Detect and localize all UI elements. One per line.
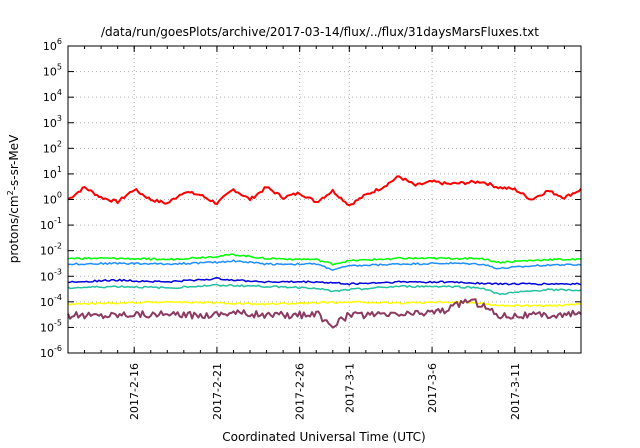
chart-title: /data/run/goesPlots/archive/2017-03-14/f… xyxy=(101,25,539,39)
y-tick-label: 10-3 xyxy=(40,267,62,283)
x-tick-label: 2017-3-6 xyxy=(426,363,439,413)
ticks xyxy=(67,45,582,354)
y-tick-labels: 10-6 10-5 10-4 10-3 10-2 10-1 100 101 102 103 104 1… xyxy=(40,37,62,360)
grid xyxy=(68,46,581,353)
series-line xyxy=(67,300,582,308)
x-tick-label: 2017-2-26 xyxy=(294,363,307,420)
y-tick-label: 10-4 xyxy=(40,293,62,309)
x-axis-label: Coordinated Universal Time (UTC) xyxy=(222,430,425,444)
series-line xyxy=(67,277,582,286)
series-line xyxy=(67,175,582,207)
series-line xyxy=(67,298,582,329)
y-tick-label: 10-1 xyxy=(40,216,62,232)
x-tick-label: 2017-2-21 xyxy=(211,363,224,420)
y-axis-label: protons/cm2-s-sr-MeV xyxy=(6,134,21,263)
y-tick-label: 101 xyxy=(43,165,62,181)
series-line xyxy=(67,259,582,271)
x-tick-label: 2017-2-16 xyxy=(128,363,141,420)
x-tick-label: 2017-3-1 xyxy=(343,363,356,413)
y-tick-label: 103 xyxy=(43,114,62,130)
y-tick-label: 102 xyxy=(43,139,62,155)
series-layer xyxy=(67,175,582,329)
y-tick-label: 10-5 xyxy=(40,318,62,334)
y-tick-label: 105 xyxy=(43,63,62,79)
x-tick-label: 2017-3-11 xyxy=(509,363,522,420)
y-tick-label: 10-2 xyxy=(40,242,62,258)
y-tick-label: 104 xyxy=(43,88,62,104)
y-tick-label: 100 xyxy=(43,191,62,207)
y-tick-label: 10-6 xyxy=(40,344,62,360)
series-line xyxy=(67,283,582,296)
series-line xyxy=(67,253,582,266)
x-tick-labels: 2017-2-16 2017-2-21 2017-2-26 2017-3-1 2017-… xyxy=(128,363,522,420)
y-tick-label: 106 xyxy=(43,37,62,53)
